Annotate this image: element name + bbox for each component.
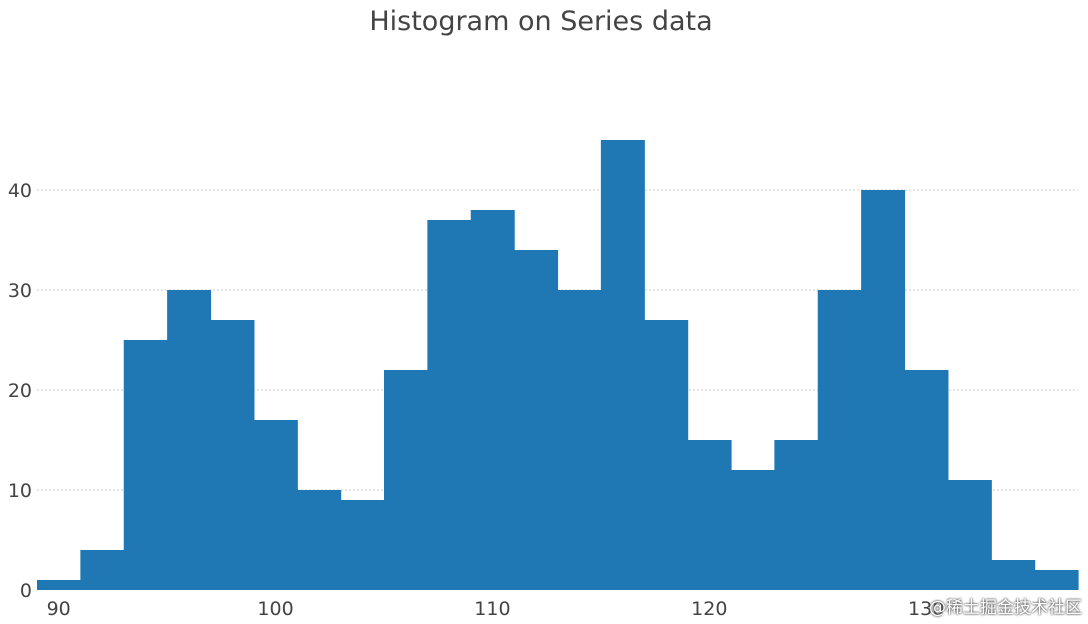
histogram-bar	[123, 340, 168, 590]
histogram-bar	[470, 210, 515, 590]
bars	[37, 140, 1079, 590]
chart-title: Histogram on Series data	[369, 6, 712, 37]
histogram-bar	[904, 370, 949, 590]
y-tick-label: 10	[8, 480, 32, 502]
x-tick-label: 100	[257, 598, 293, 620]
histogram-bar	[427, 220, 472, 590]
histogram-bar	[644, 320, 689, 590]
histogram-bar	[297, 490, 342, 590]
y-tick-label: 20	[8, 380, 32, 402]
histogram-bar	[1034, 570, 1079, 590]
x-tick-label: 130	[908, 598, 944, 620]
histogram-bar	[210, 320, 255, 590]
y-axis-ticks: 0 10 20 30 40	[8, 180, 32, 602]
y-tick-label: 30	[8, 280, 32, 302]
histogram-bar	[947, 480, 992, 590]
histogram-bar	[557, 290, 602, 590]
histogram-bar	[37, 580, 81, 590]
histogram-bar	[817, 290, 862, 590]
histogram-bar	[80, 550, 125, 590]
y-tick-label: 0	[20, 580, 32, 602]
x-tick-label: 110	[474, 598, 510, 620]
histogram-bar	[861, 190, 906, 590]
x-tick-label: 120	[691, 598, 727, 620]
histogram-bar	[600, 140, 645, 590]
histogram-bar	[687, 440, 732, 590]
y-tick-label: 40	[8, 180, 32, 202]
histogram-bar	[991, 560, 1036, 590]
watermark-text: @稀土掘金技术社区	[929, 598, 1082, 618]
histogram-bar	[774, 440, 819, 590]
histogram-bar	[167, 290, 212, 590]
histogram-bar	[340, 500, 385, 590]
x-axis-ticks: 90 100 110 120 130	[47, 598, 945, 620]
histogram-bar	[384, 370, 428, 590]
histogram-bar	[253, 420, 298, 590]
histogram-bar	[514, 250, 559, 590]
histogram-bar	[731, 470, 775, 590]
x-tick-label: 90	[47, 598, 71, 620]
